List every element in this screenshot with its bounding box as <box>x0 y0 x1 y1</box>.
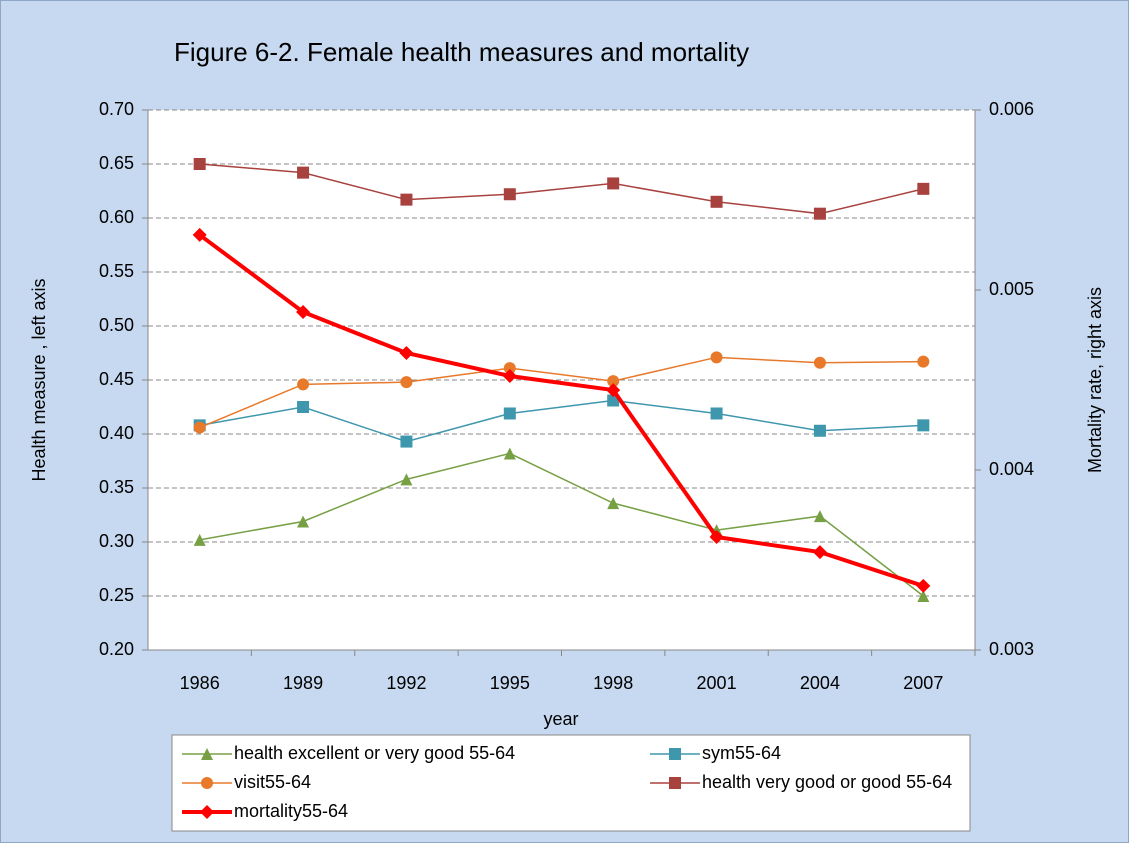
legend-label: sym55-64 <box>702 743 781 763</box>
legend-label: health very good or good 55-64 <box>702 772 952 792</box>
y-tick-label: 0.40 <box>99 423 134 443</box>
marker <box>710 407 723 420</box>
marker <box>812 545 827 560</box>
x-tick-label: 1995 <box>490 673 530 693</box>
x-tick-label: 2007 <box>903 673 943 693</box>
marker <box>503 362 516 375</box>
y-tick-label: 0.20 <box>99 639 134 659</box>
marker <box>297 166 310 179</box>
marker <box>669 748 681 760</box>
series-line <box>199 399 924 443</box>
x-axis-title: year <box>543 709 578 729</box>
marker <box>400 435 413 448</box>
x-tick-label: 1989 <box>283 673 323 693</box>
marker <box>503 447 516 460</box>
marker <box>917 590 930 602</box>
legend-box <box>171 734 971 832</box>
marker <box>297 401 310 413</box>
marker <box>200 805 214 819</box>
y-tick-label: 0.55 <box>99 261 134 281</box>
marker <box>193 421 206 434</box>
y2-tick-label: 0.006 <box>989 99 1034 119</box>
marker <box>916 578 931 593</box>
y-tick-label: 0.70 <box>99 99 134 119</box>
marker <box>297 515 310 528</box>
marker <box>917 419 930 432</box>
legend-label: mortality55-64 <box>234 801 348 821</box>
marker <box>201 748 213 760</box>
marker <box>400 193 413 206</box>
marker <box>917 182 930 195</box>
y-tick-label: 0.35 <box>99 477 134 497</box>
y-axis-title: Health measure , left axis <box>29 278 49 481</box>
y-tick-label: 0.50 <box>99 315 134 335</box>
marker <box>201 777 213 789</box>
marker <box>709 529 724 544</box>
marker <box>502 369 517 384</box>
marker <box>296 304 311 319</box>
marker <box>192 227 207 242</box>
marker <box>606 383 621 398</box>
marker <box>710 351 723 364</box>
y-tick-label: 0.65 <box>99 153 134 173</box>
x-tick-label: 1998 <box>593 673 633 693</box>
marker <box>669 777 681 789</box>
series-line <box>199 452 924 597</box>
y-tick-label: 0.45 <box>99 369 134 389</box>
y2-tick-label: 0.004 <box>989 459 1034 479</box>
x-tick-label: 2004 <box>800 673 840 693</box>
marker <box>710 195 723 208</box>
series-line <box>199 356 924 429</box>
x-tick-label: 1986 <box>180 673 220 693</box>
marker <box>813 356 826 369</box>
legend-label: health excellent or very good 55-64 <box>234 743 515 763</box>
y-tick-label: 0.25 <box>99 585 134 605</box>
marker <box>917 355 930 368</box>
marker <box>607 375 620 388</box>
marker <box>193 533 206 546</box>
x-tick-label: 1992 <box>386 673 426 693</box>
marker <box>503 407 516 420</box>
legend-label: visit55-64 <box>234 772 311 792</box>
marker <box>607 177 620 190</box>
x-tick-label: 2001 <box>697 673 737 693</box>
marker <box>813 424 826 437</box>
marker <box>607 497 620 510</box>
marker <box>813 510 826 523</box>
series-line <box>199 163 924 215</box>
y-tick-label: 0.60 <box>99 207 134 227</box>
marker <box>193 158 206 170</box>
y2-axis-title: Mortality rate, right axis <box>1085 287 1105 473</box>
y2-tick-label: 0.005 <box>989 279 1034 299</box>
marker <box>400 473 413 486</box>
marker <box>813 207 826 220</box>
y-tick-label: 0.30 <box>99 531 134 551</box>
marker <box>400 376 413 389</box>
marker <box>399 346 414 360</box>
series-line <box>198 233 924 588</box>
y2-tick-label: 0.003 <box>989 639 1034 659</box>
marker <box>503 188 516 201</box>
chart-title: Figure 6-2. Female health measures and m… <box>174 37 749 67</box>
marker <box>297 378 310 391</box>
